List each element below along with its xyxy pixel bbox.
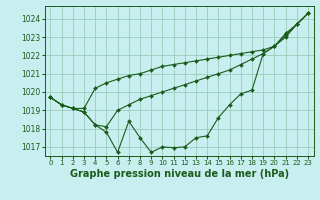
X-axis label: Graphe pression niveau de la mer (hPa): Graphe pression niveau de la mer (hPa) <box>70 169 289 179</box>
